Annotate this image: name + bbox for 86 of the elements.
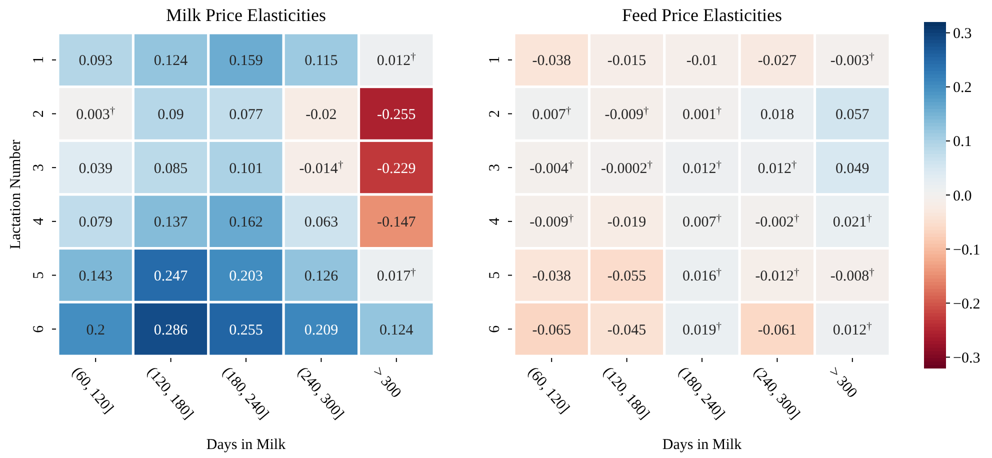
data-label: -0.229 [377, 160, 416, 177]
chart-title: Feed Price Elasticities [622, 5, 782, 25]
data-label: -0.061 [758, 322, 797, 338]
data-label: -0.01 [686, 53, 718, 70]
data-label: -0.002$^{†}$ [755, 213, 800, 231]
chart-title: Milk Price Elasticities [166, 5, 326, 25]
data-label: 0.115 [304, 53, 338, 70]
data-label: 0.018 [760, 107, 794, 123]
x-tick-label: > 300 [825, 364, 860, 402]
data-label: 0.247 [154, 268, 188, 284]
data-label: -0.003$^{†}$ [830, 52, 874, 70]
x-axis-title: Days in Milk [662, 437, 742, 453]
color-bar-label: 0.1 [953, 134, 972, 150]
data-label: 0.003$^{†}$ [76, 106, 116, 123]
data-label: -0.045 [607, 322, 646, 338]
data-label: -0.009$^{†}$ [604, 106, 649, 123]
data-label: 0.085 [154, 160, 188, 177]
data-label: 0.012$^{†}$ [758, 159, 797, 177]
data-label: 0.124 [380, 322, 414, 338]
data-label: 0.159 [229, 53, 263, 70]
y-tick-label: 5 [31, 272, 47, 279]
y-tick-label: 3 [487, 164, 503, 172]
data-label: 0.286 [154, 322, 188, 338]
data-label: -0.009$^{†}$ [530, 213, 574, 231]
data-label: 0.021$^{†}$ [832, 213, 872, 231]
data-label: -0.014$^{†}$ [299, 159, 344, 177]
data-label: -0.02 [306, 107, 337, 123]
y-axis-title: Lactation Number [8, 140, 24, 250]
color-bar-label: −0.3 [953, 350, 980, 366]
x-tick-label: > 300 [369, 364, 404, 402]
data-label: -0.055 [607, 268, 646, 284]
y-tick-label: 6 [31, 324, 47, 333]
y-tick-label: 4 [31, 217, 47, 226]
data-label: -0.008$^{†}$ [830, 267, 874, 284]
y-tick-label: 4 [487, 217, 503, 226]
y-tick-label: 1 [487, 56, 503, 64]
data-label: 0.162 [229, 214, 263, 231]
data-label: -0.019 [607, 214, 646, 231]
data-label: 0.093 [78, 53, 112, 70]
data-label: -0.255 [377, 107, 416, 123]
data-label: 0.209 [304, 322, 338, 338]
color-bar-label: −0.2 [953, 296, 980, 312]
y-tick-label: 3 [31, 164, 47, 172]
y-tick-label: 6 [487, 324, 503, 333]
color-bar-label: −0.1 [953, 242, 980, 258]
data-label: 0.203 [229, 268, 263, 284]
color-bar-label: 0.2 [953, 80, 972, 96]
data-label: 0.2 [86, 322, 105, 338]
data-label: 0.001$^{†}$ [682, 106, 722, 123]
data-label: -0.147 [377, 214, 416, 231]
data-label: 0.126 [304, 268, 339, 284]
x-axis-title: Days in Milk [206, 437, 286, 453]
data-label: 0.039 [78, 160, 112, 177]
y-tick-label: 1 [31, 56, 47, 64]
data-label: -0.0002$^{†}$ [601, 159, 653, 177]
data-label: -0.012$^{†}$ [755, 267, 800, 284]
data-label: 0.019$^{†}$ [682, 320, 722, 338]
data-label: 0.137 [154, 214, 188, 231]
color-bar-label: 0.0 [953, 188, 972, 204]
data-label: 0.012$^{†}$ [832, 320, 872, 338]
y-tick-label: 5 [487, 272, 503, 279]
data-label: -0.038 [532, 53, 571, 70]
data-label: 0.09 [158, 107, 184, 123]
data-label: 0.255 [229, 322, 263, 338]
data-label: 0.049 [836, 160, 870, 177]
data-label: 0.079 [78, 214, 112, 231]
color-bar-label: 0.3 [953, 26, 972, 42]
data-label: 0.063 [304, 214, 338, 231]
y-tick-label: 2 [31, 110, 47, 118]
y-tick-label: 2 [487, 110, 503, 118]
data-label: 0.057 [836, 107, 870, 123]
data-label: 0.012$^{†}$ [682, 159, 722, 177]
data-label: -0.065 [532, 322, 571, 338]
data-label: -0.038 [532, 268, 571, 284]
data-label: 0.007$^{†}$ [682, 213, 722, 231]
data-label: 0.077 [229, 107, 264, 123]
data-label: 0.101 [229, 160, 263, 177]
data-label: -0.027 [758, 53, 798, 70]
data-label: 0.016$^{†}$ [682, 267, 722, 284]
data-label: -0.004$^{†}$ [530, 159, 574, 177]
data-label: 0.143 [78, 268, 112, 284]
data-label: 0.124 [154, 53, 188, 70]
data-label: 0.017$^{†}$ [376, 267, 416, 284]
data-label: -0.015 [607, 53, 646, 70]
data-label: 0.012$^{†}$ [376, 52, 416, 70]
data-label: 0.007$^{†}$ [532, 106, 572, 123]
